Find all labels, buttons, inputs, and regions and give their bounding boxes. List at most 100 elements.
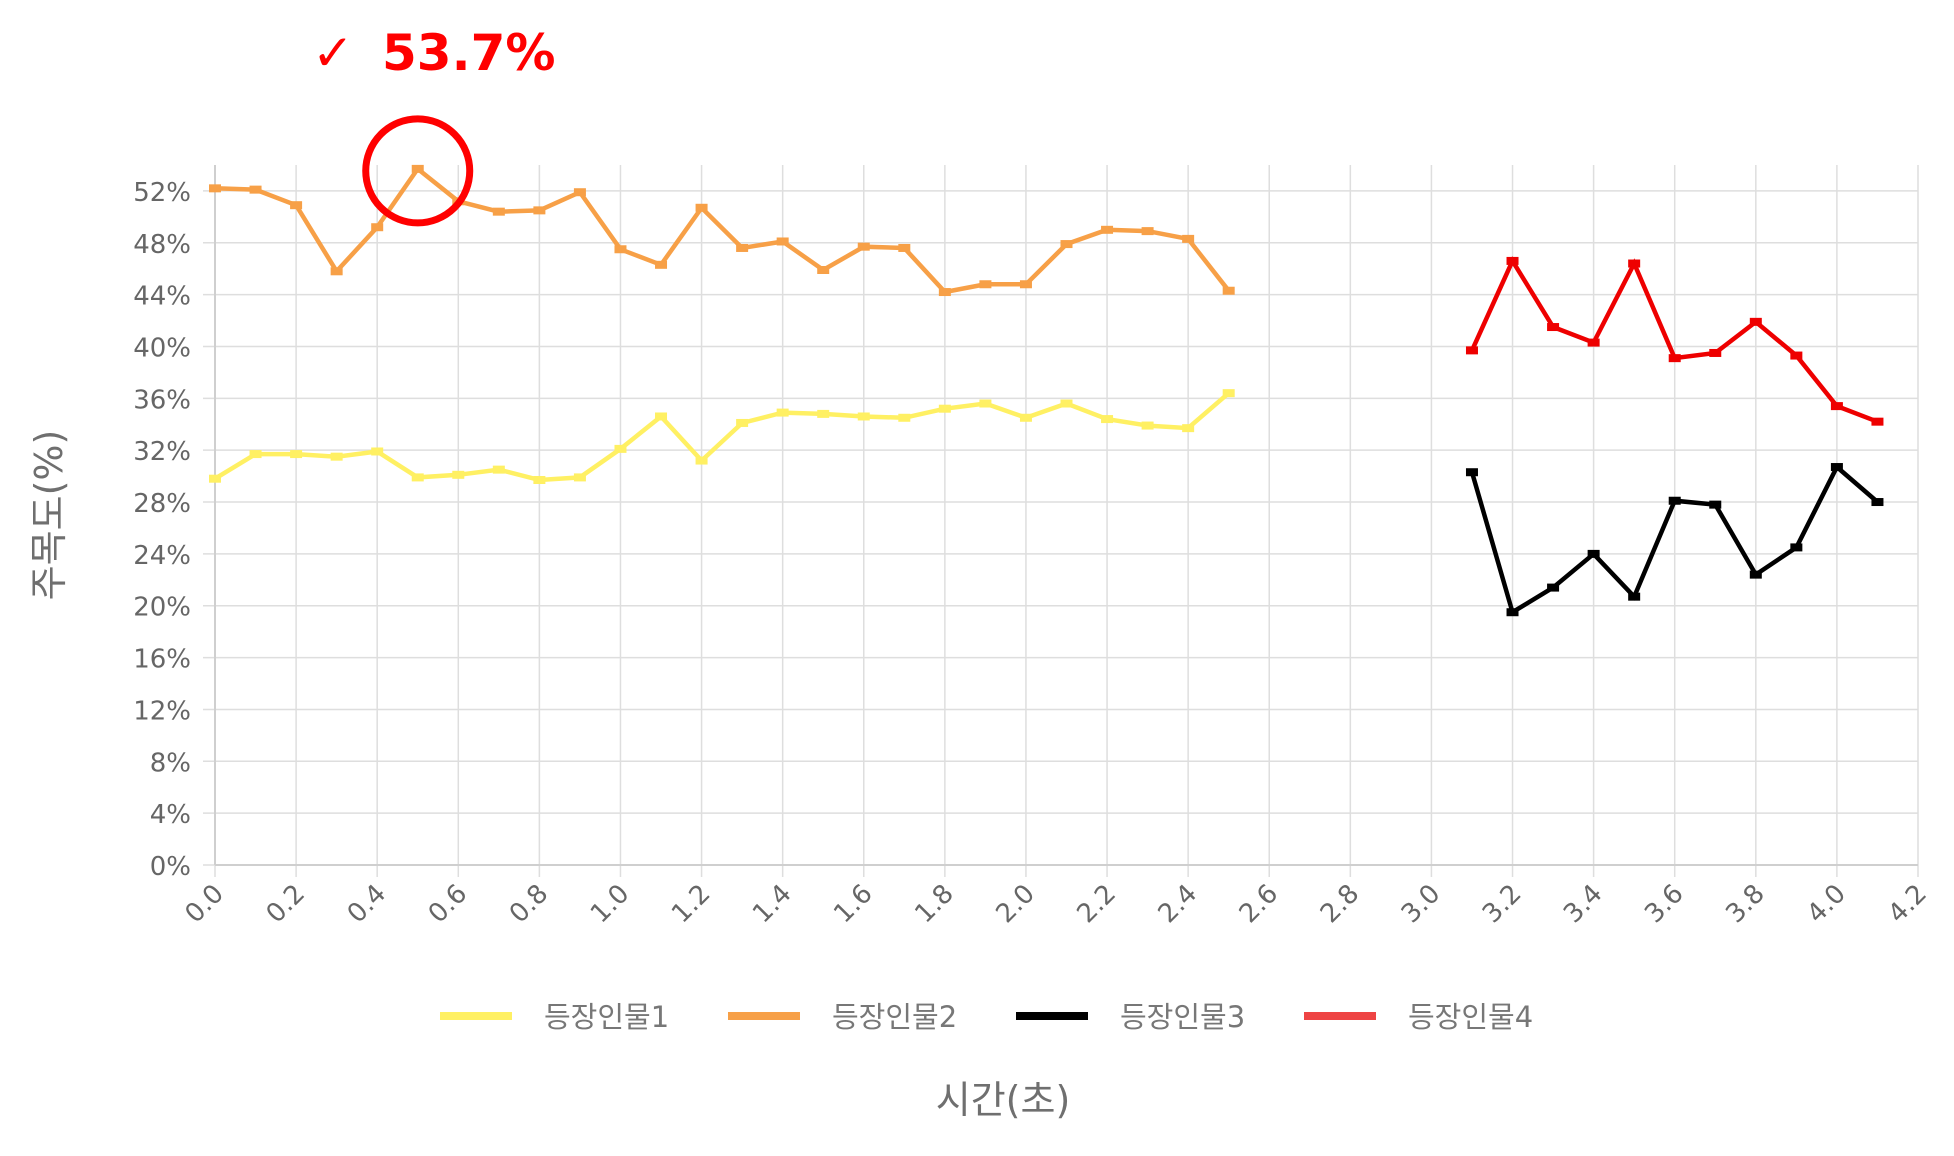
series-line <box>214 165 1231 295</box>
x-tick-label: 3.2 <box>1477 879 1527 929</box>
x-tick-label: 0.4 <box>342 879 392 929</box>
legend: 등장인물1 등장인물2 등장인물3 등장인물4 <box>440 1000 1533 1034</box>
data-point <box>979 280 992 289</box>
x-tick-label: 3.0 <box>1396 879 1446 929</box>
data-point <box>655 260 668 269</box>
annotation-value: 53.7% <box>382 24 555 82</box>
series-등장인물2 <box>209 164 1235 297</box>
data-point <box>1101 415 1114 424</box>
data-point <box>1060 240 1073 249</box>
data-point <box>1182 234 1195 243</box>
legend-label: 등장인물2 <box>832 1000 957 1034</box>
x-tick-label: 1.4 <box>747 879 797 929</box>
data-point <box>452 470 465 479</box>
legend-label: 등장인물1 <box>544 1000 669 1034</box>
data-point <box>290 450 303 459</box>
x-tick-label: 2.2 <box>1072 879 1122 929</box>
y-tick-label: 20% <box>133 593 191 623</box>
data-point <box>1222 286 1235 295</box>
data-point <box>979 399 992 408</box>
data-point <box>1506 608 1519 617</box>
y-tick-label: 8% <box>150 748 191 778</box>
y-tick-label: 48% <box>133 230 191 260</box>
data-point <box>1790 543 1803 552</box>
data-point <box>736 418 749 427</box>
data-point <box>573 473 586 482</box>
y-tick-label: 24% <box>133 541 191 571</box>
x-tick-label: 2.4 <box>1153 879 1203 929</box>
series-line <box>213 391 1231 483</box>
data-point <box>1465 346 1478 355</box>
series-lines <box>209 164 1884 617</box>
legend-item[interactable]: 등장인물2 <box>728 1000 957 1034</box>
data-point <box>614 444 627 453</box>
data-point <box>1830 402 1843 411</box>
data-point <box>411 473 424 482</box>
data-point <box>492 207 505 216</box>
data-point <box>1506 256 1519 265</box>
x-tick-label: 3.4 <box>1558 879 1608 929</box>
data-point <box>736 243 749 252</box>
y-tick-label: 4% <box>150 800 191 830</box>
data-point <box>371 447 384 456</box>
data-point <box>1222 389 1235 398</box>
series-등장인물3 <box>1465 463 1884 617</box>
x-tick-label: 3.6 <box>1639 879 1689 929</box>
x-tick-label: 2.8 <box>1315 879 1365 929</box>
x-tick-label: 1.6 <box>828 879 878 929</box>
x-tick-label: 0.6 <box>423 879 473 929</box>
data-point <box>1141 421 1154 430</box>
data-point <box>695 203 708 212</box>
x-tick-label: 4.0 <box>1801 879 1851 929</box>
data-point <box>371 223 384 232</box>
legend-item[interactable]: 등장인물3 <box>1016 1000 1245 1034</box>
data-point <box>1101 225 1114 234</box>
data-point <box>1587 338 1600 347</box>
data-point <box>1830 463 1843 472</box>
x-axis-tick-labels: 0.0 0.2 0.4 0.6 0.8 1.0 1.2 1.4 1.6 1.8 2.0 2.2 2.4 2… <box>179 879 1932 929</box>
data-point <box>209 184 221 193</box>
data-point <box>655 412 668 421</box>
x-tick-label: 3.8 <box>1720 879 1770 929</box>
data-point <box>898 243 911 252</box>
data-point <box>817 409 830 418</box>
y-tick-label: 36% <box>133 385 191 415</box>
legend-label: 등장인물3 <box>1120 1000 1245 1034</box>
data-point <box>249 185 262 194</box>
data-point <box>1790 351 1803 360</box>
data-point <box>776 408 789 417</box>
x-tick-label: 0.0 <box>179 879 229 929</box>
legend-swatch <box>1016 1012 1088 1020</box>
data-point <box>249 450 262 459</box>
series-등장인물1 <box>209 389 1235 484</box>
grid-lines <box>203 165 1919 877</box>
legend-swatch <box>440 1012 512 1020</box>
x-tick-label: 4.2 <box>1882 879 1932 929</box>
data-point <box>695 456 708 465</box>
data-point <box>898 413 911 422</box>
x-tick-label: 0.2 <box>261 879 311 929</box>
legend-item[interactable]: 등장인물4 <box>1304 1000 1533 1034</box>
legend-label: 등장인물4 <box>1408 1000 1533 1034</box>
data-point <box>290 201 303 210</box>
data-point <box>1628 259 1641 268</box>
data-point <box>411 164 424 173</box>
data-point <box>1547 583 1560 592</box>
x-tick-label: 2.0 <box>990 879 1040 929</box>
data-point <box>330 452 343 461</box>
data-point <box>1141 227 1154 236</box>
data-point <box>1182 424 1195 433</box>
data-point <box>1871 417 1884 426</box>
y-tick-label: 40% <box>133 333 191 363</box>
data-point <box>573 188 586 197</box>
data-point <box>330 267 343 276</box>
data-point <box>938 288 951 297</box>
annotation-check-icon: ✓ <box>312 24 354 82</box>
legend-item[interactable]: 등장인물1 <box>440 1000 669 1034</box>
data-point <box>857 242 870 251</box>
y-axis-tick-labels: 0% 4% 8% 12% 16% 20% 24% 28% 32% 36% 40% 44% 48% 52% <box>133 178 191 882</box>
data-point <box>1709 500 1722 509</box>
data-point <box>533 476 546 484</box>
data-point <box>1749 317 1762 326</box>
data-point <box>1749 570 1762 579</box>
